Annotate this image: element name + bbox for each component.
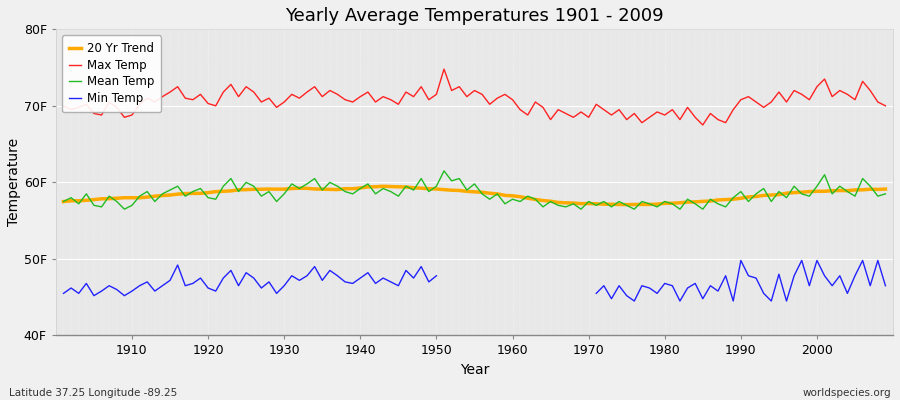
Min Temp xyxy=(134,283,145,288)
Max Temp xyxy=(698,122,708,127)
Mean Temp xyxy=(614,199,625,204)
Max Temp xyxy=(286,92,297,97)
Min Temp xyxy=(233,283,244,288)
Min Temp xyxy=(393,283,404,288)
Max Temp xyxy=(515,107,526,112)
Min Temp xyxy=(104,283,114,288)
Y-axis label: Temperature: Temperature xyxy=(7,138,21,226)
Min Temp xyxy=(180,283,191,288)
Min Temp xyxy=(142,280,153,284)
Title: Yearly Average Temperatures 1901 - 2009: Yearly Average Temperatures 1901 - 2009 xyxy=(285,7,664,25)
Line: 20 Yr Trend: 20 Yr Trend xyxy=(64,186,886,205)
Min Temp xyxy=(339,280,350,284)
20 Yr Trend xyxy=(58,199,69,204)
Min Temp xyxy=(370,281,381,286)
Mean Temp xyxy=(294,186,305,191)
Min Temp xyxy=(286,273,297,278)
Min Temp xyxy=(409,276,419,280)
Min Temp xyxy=(88,293,99,298)
Min Temp xyxy=(302,273,312,278)
Min Temp xyxy=(378,276,389,280)
Min Temp xyxy=(218,276,229,280)
Min Temp xyxy=(271,291,282,296)
Min Temp xyxy=(149,289,160,294)
Min Temp xyxy=(96,289,107,294)
Min Temp xyxy=(248,276,259,280)
Max Temp xyxy=(438,67,449,72)
Min Temp xyxy=(172,263,183,268)
Line: Max Temp: Max Temp xyxy=(64,69,886,125)
Min Temp xyxy=(423,280,434,284)
Min Temp xyxy=(347,281,358,286)
Max Temp xyxy=(119,115,130,120)
Mean Temp xyxy=(339,189,350,194)
Min Temp xyxy=(310,264,320,269)
Min Temp xyxy=(187,281,198,286)
Min Temp xyxy=(157,283,167,288)
Min Temp xyxy=(385,280,396,284)
Mean Temp xyxy=(438,168,449,173)
20 Yr Trend xyxy=(507,194,517,198)
Min Temp xyxy=(363,270,374,275)
Min Temp xyxy=(112,287,122,292)
Min Temp xyxy=(127,289,138,294)
Mean Temp xyxy=(515,199,526,204)
Min Temp xyxy=(202,286,213,290)
20 Yr Trend xyxy=(515,194,526,199)
20 Yr Trend xyxy=(621,202,632,207)
Min Temp xyxy=(165,278,176,283)
Legend: 20 Yr Trend, Max Temp, Mean Temp, Min Temp: 20 Yr Trend, Max Temp, Mean Temp, Min Te… xyxy=(62,35,161,112)
Min Temp xyxy=(211,289,221,294)
20 Yr Trend xyxy=(880,187,891,192)
Text: Latitude 37.25 Longitude -89.25: Latitude 37.25 Longitude -89.25 xyxy=(9,388,177,398)
Min Temp xyxy=(226,268,237,273)
Min Temp xyxy=(66,286,77,290)
Min Temp xyxy=(294,278,305,283)
Min Temp xyxy=(332,273,343,278)
Min Temp xyxy=(58,291,69,296)
Max Temp xyxy=(507,97,517,102)
Mean Temp xyxy=(522,194,533,198)
Max Temp xyxy=(880,104,891,108)
Min Temp xyxy=(119,293,130,298)
20 Yr Trend xyxy=(606,202,616,207)
Mean Temp xyxy=(58,199,69,204)
Min Temp xyxy=(400,268,411,273)
Min Temp xyxy=(355,276,365,280)
Max Temp xyxy=(606,113,616,118)
Min Temp xyxy=(73,291,84,296)
Min Temp xyxy=(431,273,442,278)
Text: worldspecies.org: worldspecies.org xyxy=(803,388,891,398)
Max Temp xyxy=(58,104,69,108)
Min Temp xyxy=(325,268,336,273)
Min Temp xyxy=(279,283,290,288)
Mean Temp xyxy=(119,207,130,212)
Min Temp xyxy=(81,281,92,286)
X-axis label: Year: Year xyxy=(460,363,490,377)
Mean Temp xyxy=(127,203,138,208)
Min Temp xyxy=(416,264,427,269)
Min Temp xyxy=(195,276,206,280)
Line: Min Temp: Min Temp xyxy=(64,265,436,296)
20 Yr Trend xyxy=(332,187,343,192)
Max Temp xyxy=(332,92,343,97)
Min Temp xyxy=(256,286,266,290)
20 Yr Trend xyxy=(286,186,297,191)
Min Temp xyxy=(264,280,274,284)
20 Yr Trend xyxy=(119,195,130,200)
Min Temp xyxy=(240,270,251,275)
Min Temp xyxy=(317,278,328,283)
Mean Temp xyxy=(880,192,891,196)
Line: Mean Temp: Mean Temp xyxy=(64,171,886,209)
20 Yr Trend xyxy=(378,184,389,189)
